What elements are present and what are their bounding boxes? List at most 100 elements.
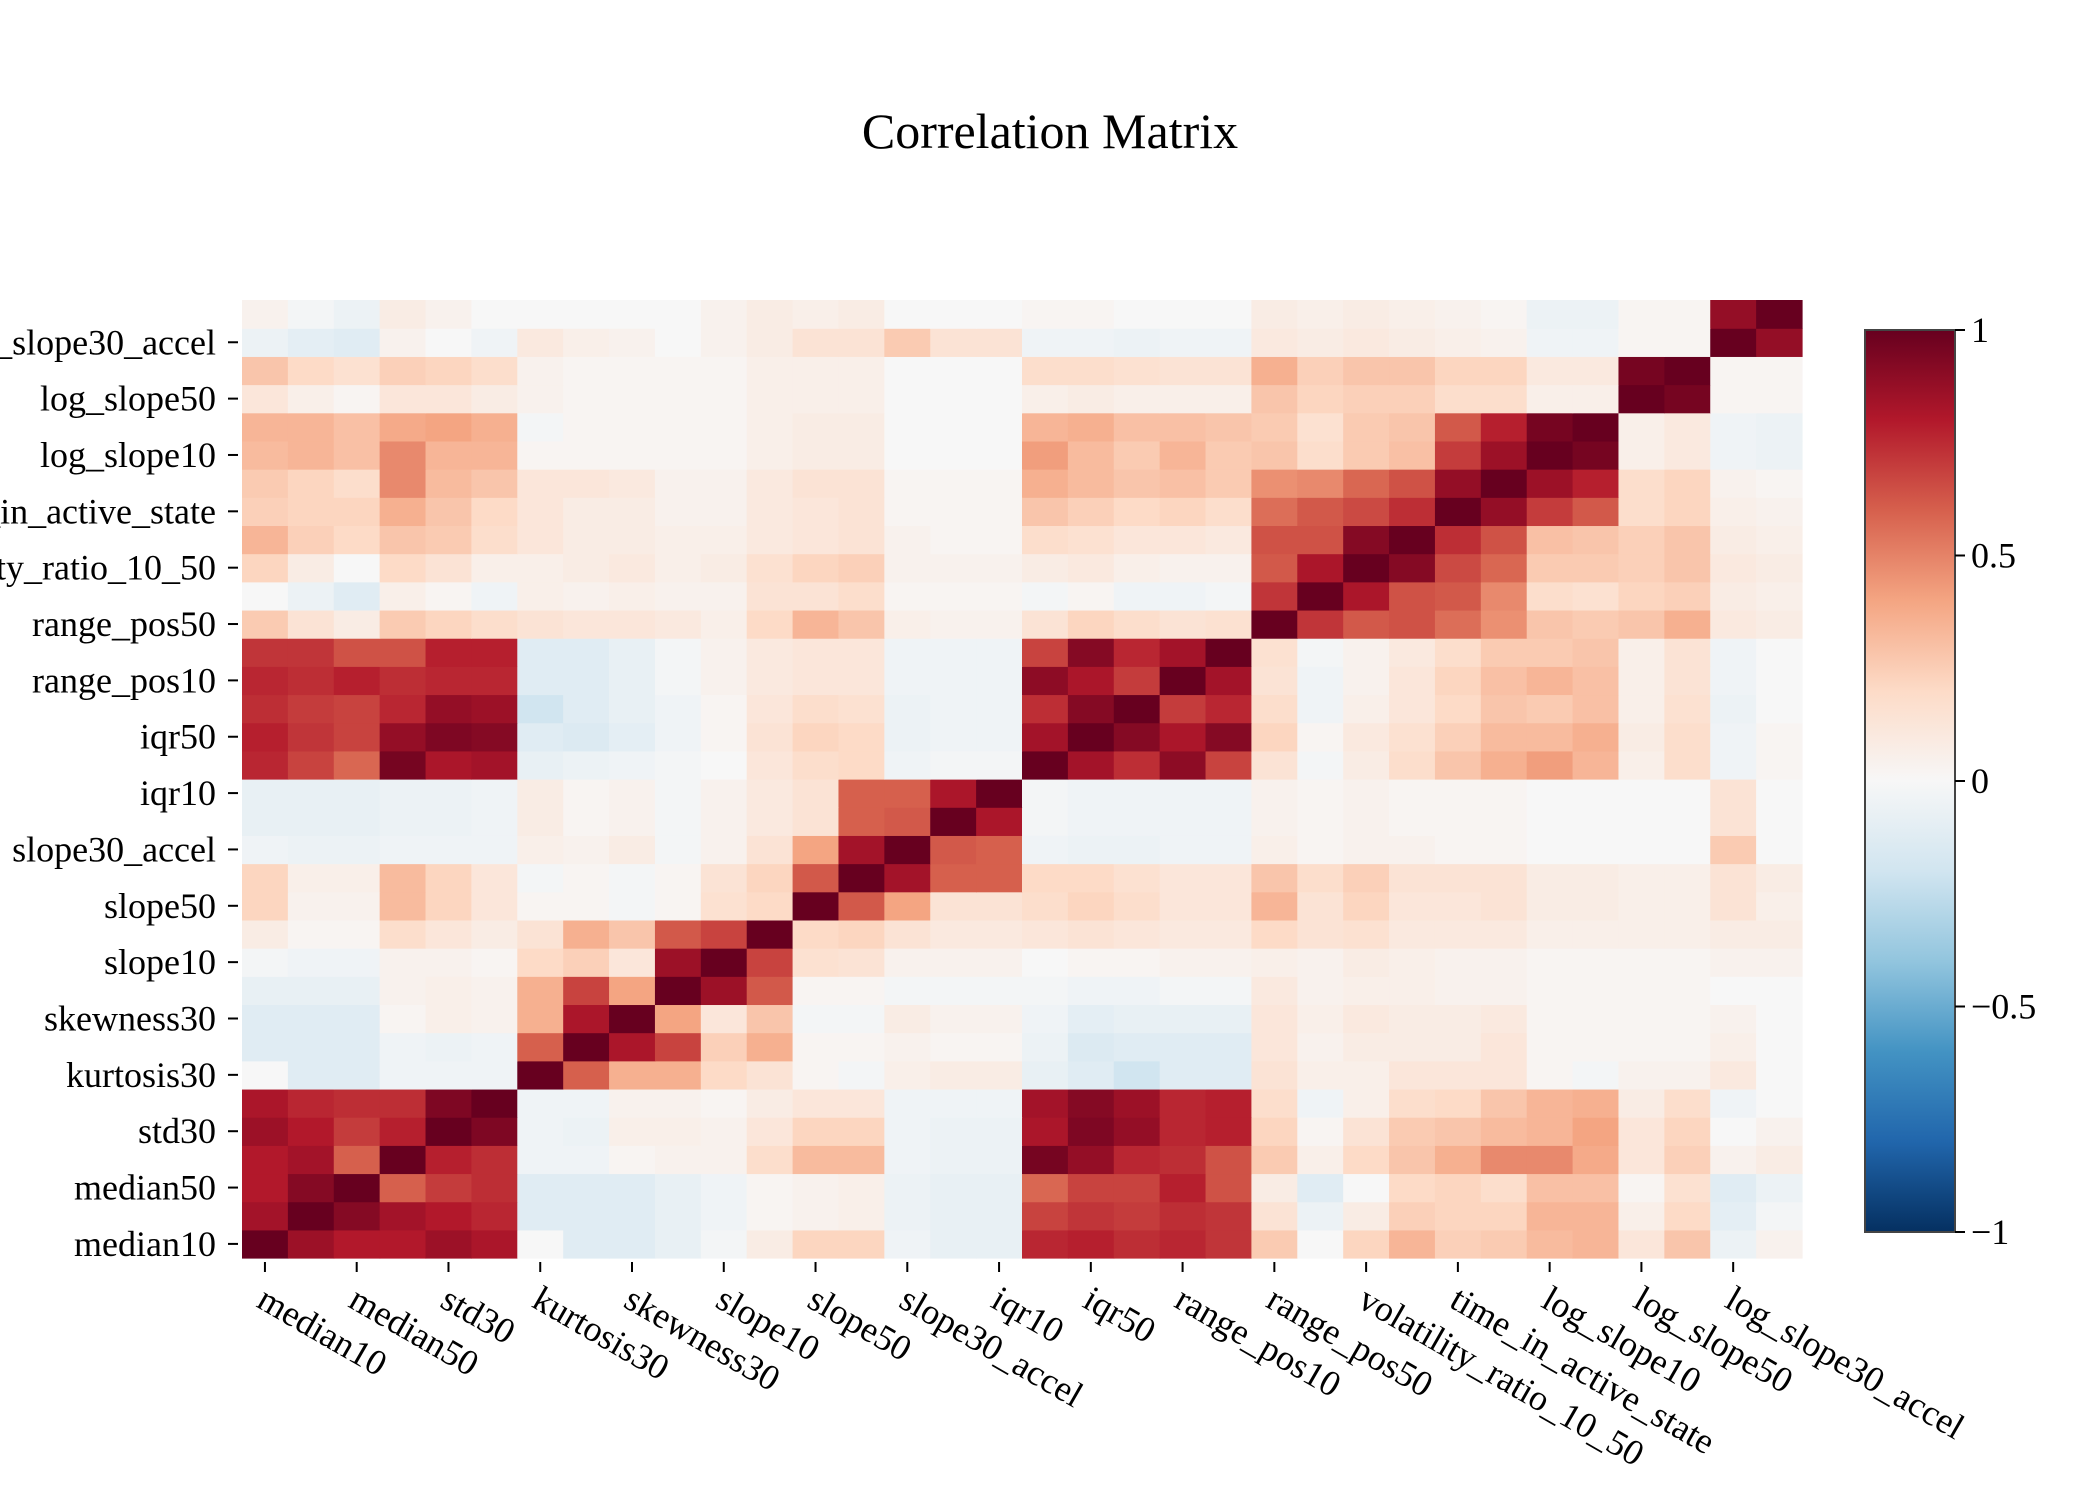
heatmap-cell [517, 807, 564, 836]
heatmap-cell [242, 356, 289, 386]
heatmap-cell [1572, 1173, 1620, 1203]
heatmap-cell [838, 1145, 885, 1175]
heatmap-cell [1113, 1004, 1161, 1034]
heatmap-cell [838, 497, 885, 527]
heatmap-cell [1297, 948, 1344, 977]
heatmap-cell [1526, 440, 1574, 470]
heatmap-cell [884, 440, 931, 470]
heatmap-cell [1251, 863, 1298, 893]
heatmap-cell [471, 863, 518, 893]
heatmap-cell [471, 919, 518, 949]
heatmap-cell [609, 779, 656, 808]
heatmap-cell [884, 976, 931, 1006]
heatmap-cell [517, 356, 564, 386]
heatmap-cell [700, 1145, 748, 1175]
heatmap-cell [976, 1145, 1023, 1175]
heatmap-cell [1297, 1201, 1344, 1231]
heatmap-cell [1389, 863, 1436, 893]
heatmap-cell [1480, 581, 1528, 611]
heatmap-cell [1756, 779, 1803, 808]
heatmap-cell [1297, 300, 1344, 329]
heatmap-cell [746, 609, 794, 639]
heatmap-cell [1205, 440, 1253, 470]
heatmap-cell [1389, 412, 1436, 442]
heatmap-cell [1526, 412, 1574, 442]
heatmap-cell [1022, 440, 1069, 470]
heatmap-cell [1251, 581, 1298, 611]
heatmap-cell [379, 300, 427, 329]
heatmap-cell [838, 300, 885, 329]
heatmap-cell [1389, 666, 1436, 696]
heatmap-cell [563, 694, 610, 724]
heatmap-cell [1067, 328, 1115, 357]
heatmap-cell [1113, 1060, 1161, 1090]
heatmap-cell [333, 440, 381, 470]
heatmap-cell [1618, 919, 1665, 949]
heatmap-cell [1113, 750, 1161, 780]
heatmap-cell [1113, 384, 1161, 414]
heatmap-cell [1664, 1145, 1711, 1175]
heatmap-cell [838, 328, 885, 357]
heatmap-cell [700, 919, 748, 949]
heatmap-cell [1710, 412, 1757, 442]
heatmap-cell [425, 384, 473, 414]
heatmap-cell [609, 1145, 656, 1175]
heatmap-cell [563, 581, 610, 611]
heatmap-cell [1526, 609, 1574, 639]
heatmap-cell [425, 300, 473, 329]
heatmap-cell [1480, 328, 1528, 357]
heatmap-cell [1067, 807, 1115, 836]
heatmap-cell [1526, 497, 1574, 527]
heatmap-cell [1526, 356, 1574, 386]
heatmap-cell [1205, 779, 1253, 808]
heatmap-cell [1251, 835, 1298, 865]
y-tick-label: log_slope30_accel [0, 322, 216, 362]
heatmap-cell [976, 328, 1023, 357]
heatmap-cell [1710, 779, 1757, 808]
heatmap-cell [792, 1032, 840, 1062]
heatmap-cell [1022, 807, 1069, 836]
heatmap-cell [1434, 440, 1482, 470]
heatmap-cell [563, 525, 610, 555]
heatmap-cell [1618, 807, 1665, 836]
heatmap-cell [1159, 525, 1207, 555]
heatmap-cell [1618, 525, 1665, 555]
heatmap-cell [1389, 976, 1436, 1006]
heatmap-cell [1159, 1173, 1207, 1203]
heatmap-cell [1205, 1173, 1253, 1203]
heatmap-cell [1113, 948, 1161, 977]
heatmap-cell [1756, 328, 1803, 357]
heatmap-cell [379, 694, 427, 724]
heatmap-cell [1434, 525, 1482, 555]
heatmap-cell [1113, 694, 1161, 724]
heatmap-cell [976, 469, 1023, 498]
heatmap-cell [563, 919, 610, 949]
heatmap-cell [838, 440, 885, 470]
heatmap-cell [884, 1201, 931, 1231]
heatmap-cell [1480, 976, 1528, 1006]
heatmap-cell [1664, 328, 1711, 357]
heatmap-cell [1664, 948, 1711, 977]
heatmap-cell [1480, 553, 1528, 583]
heatmap-cell [1343, 1201, 1390, 1231]
heatmap-cell [1159, 1201, 1207, 1231]
heatmap-cell [746, 1229, 794, 1259]
heatmap-cell [930, 384, 977, 414]
heatmap-cell [333, 1145, 381, 1175]
heatmap-cell [1618, 1117, 1665, 1146]
heatmap-cell [242, 1088, 289, 1118]
heatmap-cell [1480, 1201, 1528, 1231]
heatmap-cell [333, 328, 381, 357]
heatmap-cell [930, 1229, 977, 1259]
heatmap-cell [1022, 1088, 1069, 1118]
heatmap-cell [517, 1032, 564, 1062]
heatmap-cell [563, 1088, 610, 1118]
heatmap-cell [700, 948, 748, 977]
heatmap-cell [1526, 525, 1574, 555]
heatmap-cell [838, 919, 885, 949]
heatmap-cell [609, 948, 656, 977]
heatmap-cell [1480, 1229, 1528, 1259]
heatmap-cell [930, 863, 977, 893]
heatmap-cell [1664, 1088, 1711, 1118]
heatmap-cell [1434, 1201, 1482, 1231]
